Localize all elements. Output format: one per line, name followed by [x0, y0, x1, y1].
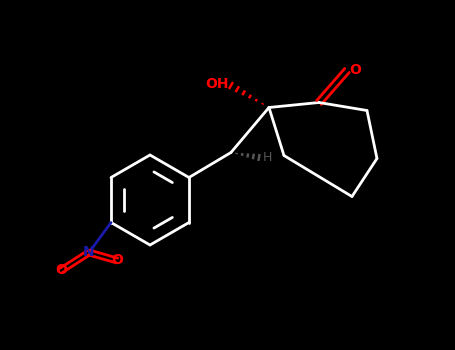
Text: N: N — [83, 245, 95, 259]
Text: O: O — [349, 63, 361, 77]
Text: OH: OH — [205, 77, 229, 91]
Text: H: H — [262, 151, 272, 164]
Text: O: O — [111, 253, 123, 267]
Text: O: O — [55, 264, 67, 278]
